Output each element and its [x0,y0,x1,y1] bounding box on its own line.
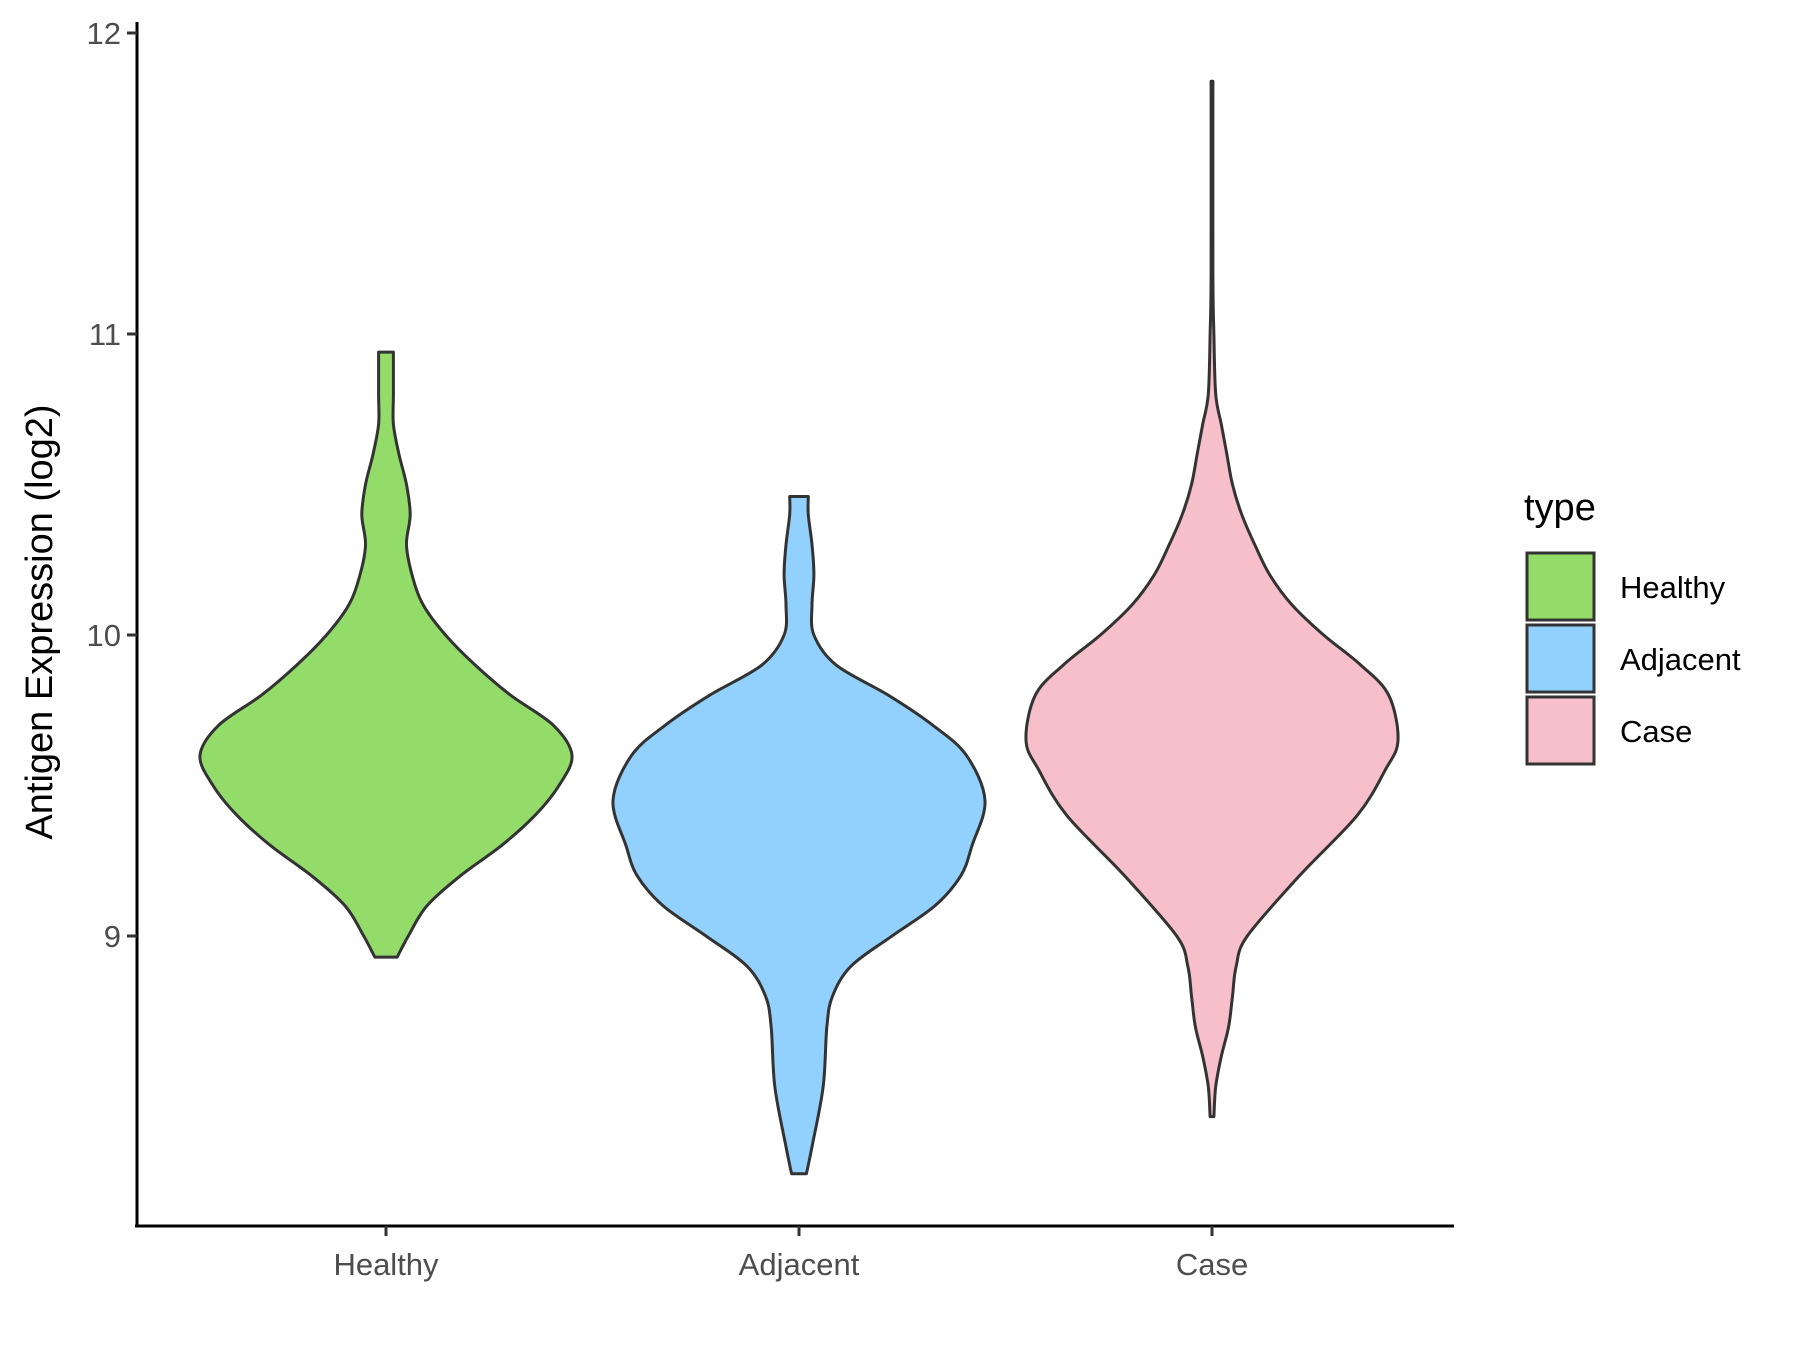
legend-key-case [1525,695,1596,766]
violin-adjacent [611,495,987,1176]
legend: type Healthy Adjacent Case [1524,487,1741,766]
legend-label-adjacent: Adjacent [1620,642,1741,677]
y-ticks: 9 10 11 12 [87,16,137,954]
x-tick-label-adjacent: Adjacent [739,1247,860,1282]
x-tick-label-case: Case [1176,1247,1248,1282]
y-tick-label: 9 [104,919,121,954]
legend-key-adjacent [1525,623,1596,694]
violin-healthy [198,350,574,959]
legend-label-case: Case [1620,714,1692,749]
y-tick-label: 10 [87,618,121,653]
x-ticks: Healthy Adjacent Case [333,1226,1248,1282]
violin-layer [198,79,1400,1176]
legend-key-healthy [1525,551,1596,622]
legend-label-healthy: Healthy [1620,570,1726,605]
x-tick-label-healthy: Healthy [333,1247,439,1282]
legend-title: type [1524,487,1596,529]
y-tick-label: 11 [89,317,121,352]
y-axis-title: Antigen Expression (log2) [19,404,61,839]
violin-case [1024,79,1400,1119]
y-tick-label: 12 [87,16,121,51]
